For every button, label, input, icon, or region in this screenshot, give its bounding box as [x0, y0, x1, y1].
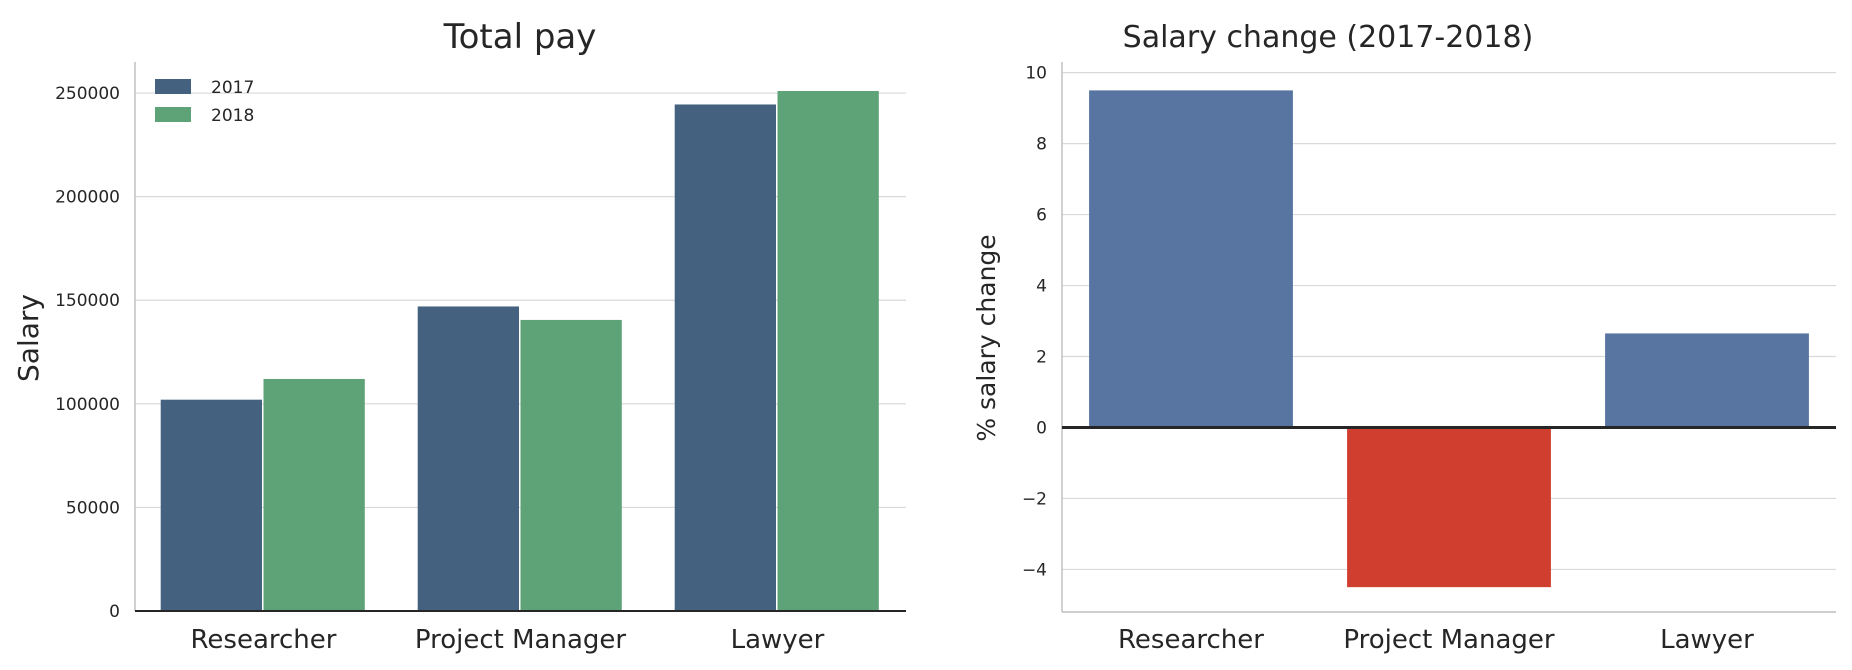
salary-change-x-ticks: Researcher Project Manager Lawyer — [1118, 625, 1754, 655]
bar-2017-lawyer — [674, 104, 776, 611]
salary-change-bars — [1089, 90, 1809, 588]
total-pay-y-ticks: 0 50000 100000 150000 200000 250000 — [55, 84, 120, 622]
bar-change-project-manager — [1347, 427, 1551, 588]
y-tick-label: 250000 — [55, 84, 120, 104]
y-tick-label: 6 — [1036, 206, 1047, 226]
x-tick-label: Researcher — [1118, 625, 1264, 655]
y-tick-label: 150000 — [55, 291, 120, 311]
total-pay-title: Total pay — [443, 17, 597, 57]
legend-label-2018: 2018 — [211, 106, 254, 126]
bar-change-researcher — [1089, 90, 1293, 428]
y-tick-label: 10 — [1025, 64, 1047, 84]
y-tick-label: 2 — [1036, 348, 1047, 368]
y-tick-label: 0 — [109, 602, 120, 622]
x-tick-label: Researcher — [191, 625, 337, 655]
y-tick-label: 4 — [1036, 277, 1047, 297]
bar-2018-lawyer — [777, 91, 879, 611]
total-pay-y-axis-label: Salary — [12, 294, 45, 382]
total-pay-legend: 2017 2018 — [155, 78, 254, 126]
bar-2018-researcher — [263, 378, 365, 611]
legend-label-2017: 2017 — [211, 78, 254, 98]
y-tick-label: 50000 — [66, 498, 120, 518]
total-pay-chart: Total pay Salary 0 50000 100000 150000 20000… — [12, 17, 906, 655]
legend-swatch-2018 — [155, 107, 191, 122]
y-tick-label: −4 — [1022, 560, 1047, 580]
salary-change-title: Salary change (2017-2018) — [1123, 20, 1534, 55]
x-tick-label: Lawyer — [1660, 625, 1754, 655]
salary-change-y-axis-label: % salary change — [972, 234, 1001, 441]
y-tick-label: 8 — [1036, 135, 1047, 155]
y-tick-label: −2 — [1022, 489, 1047, 509]
bar-2018-project-manager — [520, 319, 622, 611]
y-tick-label: 0 — [1036, 418, 1047, 438]
salary-change-y-ticks: −4 −2 0 2 4 6 8 10 — [1022, 64, 1047, 581]
bar-2017-project-manager — [417, 306, 519, 611]
bar-2017-researcher — [160, 399, 262, 611]
legend-swatch-2017 — [155, 79, 191, 94]
x-tick-label: Lawyer — [731, 625, 825, 655]
y-tick-label: 100000 — [55, 395, 120, 415]
x-tick-label: Project Manager — [415, 625, 626, 655]
salary-change-chart: Salary change (2017-2018) % salary chang… — [972, 20, 1836, 655]
total-pay-bars — [160, 91, 879, 611]
y-tick-label: 200000 — [55, 188, 120, 208]
bar-change-lawyer — [1605, 333, 1809, 428]
x-tick-label: Project Manager — [1343, 625, 1554, 655]
total-pay-x-ticks: Researcher Project Manager Lawyer — [191, 625, 825, 655]
